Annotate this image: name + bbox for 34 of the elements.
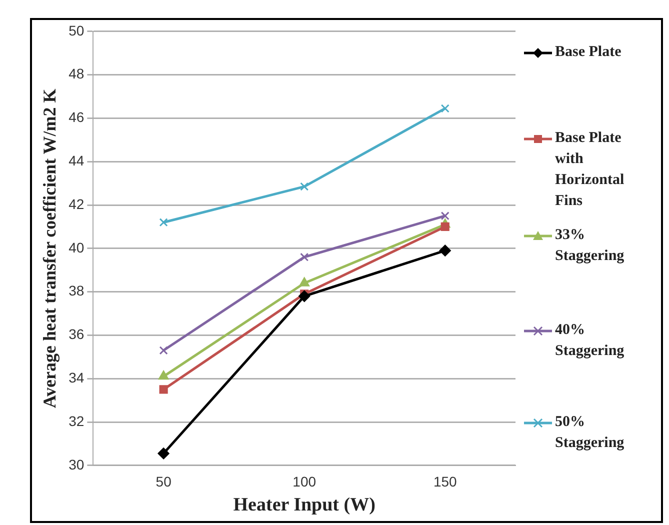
point: [300, 252, 309, 262]
point: [298, 290, 310, 302]
point: [159, 385, 168, 394]
point: [440, 212, 450, 220]
point: [158, 370, 169, 380]
y-axis-title: Average heat transfer coefficient W/m2 K: [39, 88, 60, 408]
point: [299, 277, 310, 286]
y-tick-label: 48: [68, 66, 84, 82]
legend-label: Base Plate: [555, 43, 622, 62]
legend-label: 33% Staggering: [555, 226, 626, 266]
y-tick-label: 40: [68, 239, 84, 256]
x-tick-label: 100: [292, 474, 316, 490]
x-tick-label: 150: [433, 474, 458, 490]
legend-label: 50% Staggering: [555, 413, 626, 453]
x-tick-label: 50: [156, 474, 172, 490]
y-tick-label: 32: [68, 412, 84, 429]
point: [158, 448, 170, 460]
point: [159, 218, 168, 227]
point: [159, 346, 168, 355]
point: [300, 182, 309, 191]
y-tick-label: 38: [68, 282, 84, 299]
y-tick-label: 50: [68, 22, 84, 38]
y-tick-label: 42: [68, 196, 84, 212]
point: [440, 104, 450, 113]
y-tick-label: 30: [68, 456, 84, 472]
y-tick-label: 34: [68, 369, 84, 386]
y-tick-label: 46: [68, 109, 84, 126]
point: [440, 222, 450, 231]
legend-label: 40% Staggering: [555, 321, 626, 361]
legend-label: Base Plate with Horizontal Fins: [555, 129, 626, 211]
x-axis-title: Heater Input (W): [233, 494, 376, 516]
y-tick-label: 36: [68, 326, 84, 342]
point: [439, 244, 451, 256]
y-tick-label: 44: [68, 152, 84, 168]
